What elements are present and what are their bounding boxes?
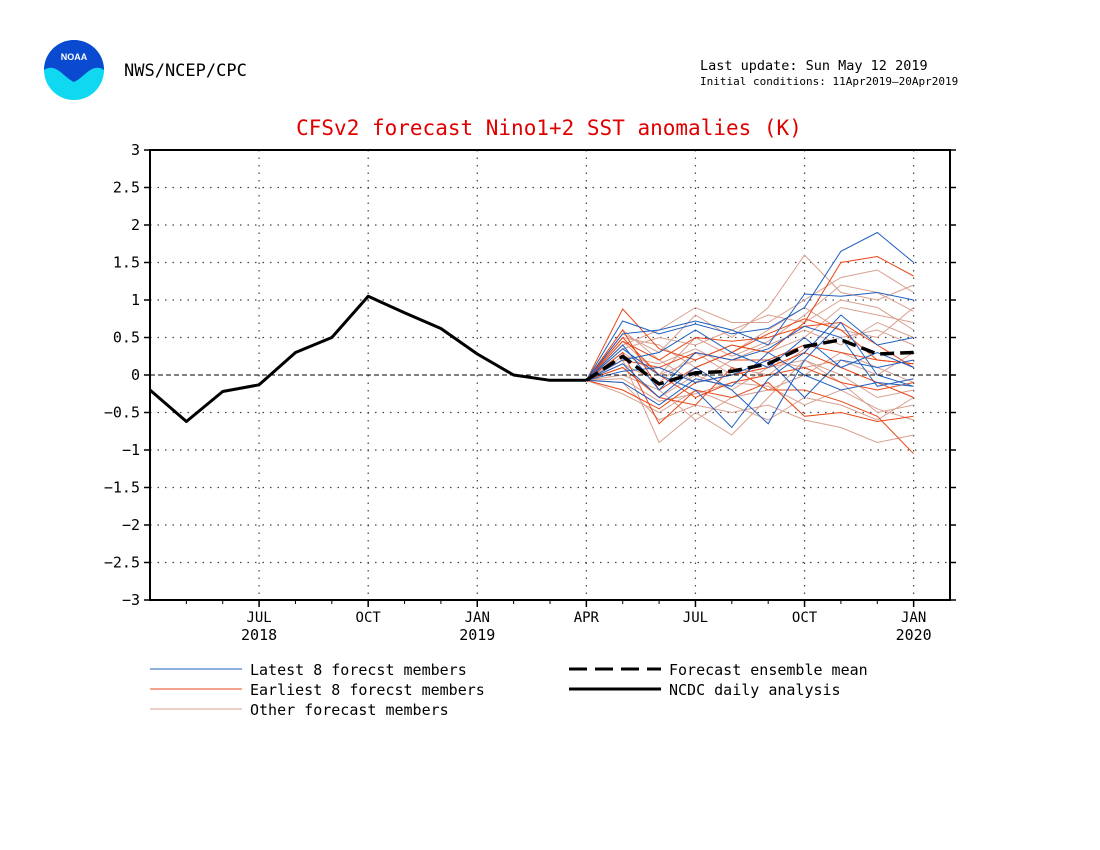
x-tick-label: OCT	[356, 610, 382, 626]
ensemble-mean-line	[585, 338, 914, 386]
legend-label-mean: Forecast ensemble mean	[669, 661, 868, 679]
y-tick-label: −2.5	[104, 554, 140, 572]
last-update: Last update: Sun May 12 2019	[700, 58, 928, 74]
earliest-member-line	[586, 321, 914, 381]
x-tick-year-label: 2018	[241, 626, 277, 644]
y-tick-label: 1.5	[113, 254, 140, 272]
forecast-members	[585, 231, 914, 455]
y-tick-label: 0.5	[113, 329, 140, 347]
x-tick-label: JUL	[683, 610, 708, 626]
other-member-line	[586, 359, 914, 444]
analysis-line	[149, 294, 587, 423]
latest-member-line	[586, 291, 914, 381]
x-tick-year-label: 2019	[459, 626, 495, 644]
main-series	[149, 294, 914, 423]
other-member-line	[586, 299, 914, 381]
x-tick-label: JUL	[246, 610, 271, 626]
y-axis: 3 2.5 2 1.5 1 0.5 0 −0.5 −1 −1.5 −2 −2.5 −3	[104, 141, 956, 609]
x-tick-year-label: 2020	[896, 626, 932, 644]
earliest-member-line	[585, 318, 914, 391]
legend-label-other: Other forecast members	[250, 701, 449, 719]
y-tick-label: 1	[131, 291, 140, 309]
y-tick-label: 3	[131, 141, 140, 159]
latest-member-line	[586, 314, 914, 429]
y-tick-label: −3	[122, 591, 140, 609]
latest-member-line	[586, 351, 914, 406]
y-tick-label: −0.5	[104, 404, 140, 422]
earliest-member-line	[586, 351, 914, 425]
noaa-logo: NOAA	[44, 40, 104, 100]
x-tick-label: OCT	[792, 610, 818, 626]
earliest-member-line	[586, 351, 914, 410]
y-tick-label: 2	[131, 216, 140, 234]
x-tick-label: JAN	[465, 610, 490, 626]
earliest-member-line	[585, 255, 914, 381]
y-tick-label: 0	[131, 366, 140, 384]
noaa-logo-text: NOAA	[61, 52, 88, 62]
legend: Latest 8 forecst members Earliest 8 forec…	[150, 661, 868, 719]
legend-label-analysis: NCDC daily analysis	[669, 681, 841, 699]
x-tick-label: JAN	[901, 610, 926, 626]
latest-member-line	[586, 321, 914, 425]
other-member-line	[586, 378, 914, 421]
initial-conditions: Initial conditions: 11Apr2019—20Apr2019	[700, 75, 958, 88]
y-tick-label: 2.5	[113, 179, 140, 197]
latest-member-line	[586, 325, 914, 391]
y-tick-label: −1.5	[104, 479, 140, 497]
legend-label-latest: Latest 8 forecst members	[250, 661, 467, 679]
other-member-line	[586, 379, 914, 444]
chart-title: CFSv2 forecast Nino1+2 SST anomalies (K)	[296, 116, 802, 140]
latest-member-line	[586, 329, 914, 381]
y-tick-label: −2	[122, 516, 140, 534]
x-tick-label: APR	[574, 610, 600, 626]
y-tick-label: −1	[122, 441, 140, 459]
latest-member-line	[585, 231, 914, 381]
agency-label: NWS/NCEP/CPC	[124, 61, 247, 81]
noaa-logo-gull	[44, 40, 104, 82]
legend-label-earliest: Earliest 8 forecst members	[250, 681, 485, 699]
other-member-line	[586, 379, 914, 421]
